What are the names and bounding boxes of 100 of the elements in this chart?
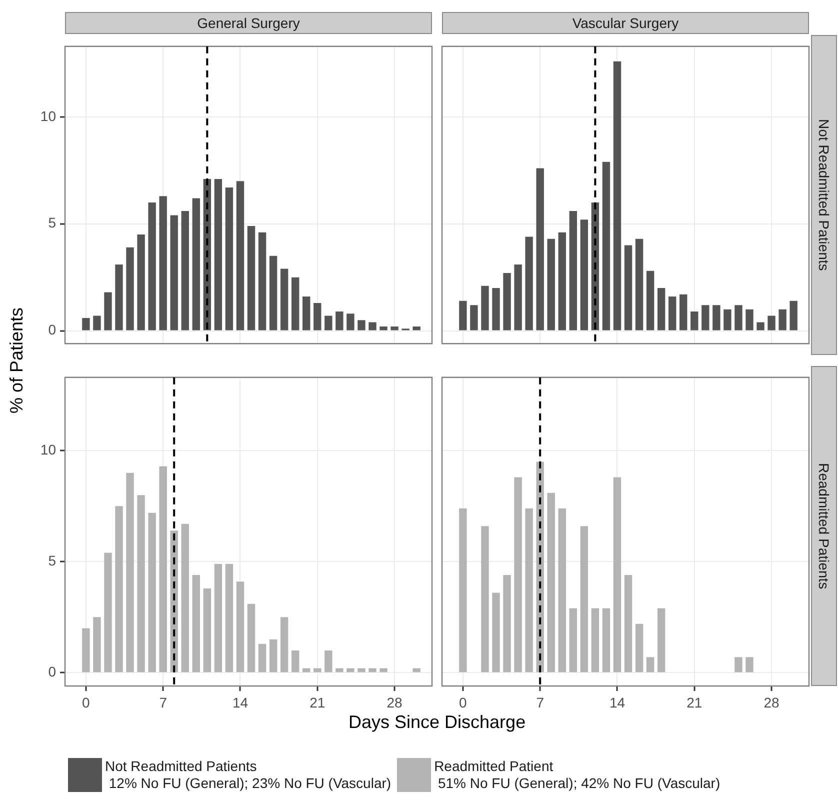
bar <box>525 236 533 330</box>
bar <box>137 234 145 330</box>
bar <box>170 215 178 330</box>
bar <box>580 526 588 672</box>
y-tick-label: 10 <box>40 108 56 124</box>
x-tick-label: 21 <box>686 694 702 710</box>
text: Readmitted Patients <box>811 366 837 686</box>
y-tick-label: 10 <box>40 442 56 458</box>
bar <box>635 624 644 672</box>
bar <box>657 608 666 672</box>
y-tick-label: 5 <box>48 552 56 569</box>
bar <box>380 668 388 672</box>
x-tick-label: 28 <box>764 694 780 710</box>
bar <box>481 286 489 330</box>
bar <box>247 226 256 330</box>
bar <box>481 526 489 672</box>
bar <box>569 608 578 672</box>
bar <box>702 305 710 330</box>
bar <box>768 316 776 330</box>
bar <box>192 198 200 330</box>
bar <box>269 256 278 330</box>
bar <box>558 232 566 330</box>
bar <box>148 202 156 330</box>
bar <box>492 592 500 672</box>
bar <box>82 628 90 672</box>
x-tick-label: 14 <box>232 694 248 710</box>
text: Readmitted Patient 51% No FU (General); 42% No FU (Vascular) <box>434 758 720 792</box>
bar <box>291 650 300 672</box>
y-axis-title: % of Patients <box>6 306 28 414</box>
bar <box>148 512 156 672</box>
y-tick-label: 5 <box>48 214 56 231</box>
bar <box>225 188 234 330</box>
bar <box>93 316 101 330</box>
bar <box>203 588 212 672</box>
x-tick-label: 7 <box>159 694 168 710</box>
bar <box>258 232 266 330</box>
bar <box>137 495 145 672</box>
bar <box>724 309 732 330</box>
bar <box>569 211 578 330</box>
chart-title: General Surgery <box>65 12 432 34</box>
bar <box>126 472 134 672</box>
bar <box>624 245 632 330</box>
bar <box>657 288 666 330</box>
bar <box>225 564 234 672</box>
bar <box>412 668 420 672</box>
bar <box>314 302 322 330</box>
bar <box>93 617 101 672</box>
y-tick-label: 0 <box>48 664 56 680</box>
bar <box>756 322 764 330</box>
bar <box>346 314 354 330</box>
bar <box>459 300 467 330</box>
y-tick-label: 0 <box>48 322 56 338</box>
bar <box>712 305 720 330</box>
bar <box>214 178 222 330</box>
x-tick-label: 7 <box>536 694 544 710</box>
bar <box>591 608 600 672</box>
bar <box>734 305 742 330</box>
bar <box>181 211 189 330</box>
bar <box>503 574 511 672</box>
x-tick-label: 28 <box>386 694 403 710</box>
text: Not Readmitted Patients <box>811 35 837 355</box>
bar <box>258 644 266 672</box>
bar <box>82 318 90 330</box>
bar <box>346 668 354 672</box>
bar <box>358 668 366 672</box>
bar <box>547 238 555 330</box>
bar <box>159 466 167 672</box>
bar <box>336 668 344 672</box>
bar <box>126 247 134 330</box>
bar <box>368 322 376 330</box>
bar <box>181 524 189 672</box>
bar <box>668 296 676 330</box>
bar <box>680 294 688 330</box>
x-tick-label: 0 <box>459 694 468 710</box>
bar <box>690 312 698 330</box>
bar <box>412 326 420 330</box>
bar <box>314 668 322 672</box>
x-axis-title: Days Since Discharge <box>348 712 526 733</box>
bar <box>514 477 522 672</box>
x-tick-label: 0 <box>82 694 90 710</box>
bar <box>492 288 500 330</box>
bar <box>536 168 544 330</box>
bar <box>778 309 786 330</box>
chart-title: Vascular Surgery <box>442 12 809 34</box>
text: Not Readmitted Patients 12% No FU (General); 23% No FU (Vascular) <box>105 758 392 792</box>
bar <box>734 657 742 672</box>
bar <box>746 309 754 330</box>
bar <box>324 316 332 330</box>
bar <box>104 292 112 330</box>
bar <box>459 508 467 672</box>
bar <box>646 657 654 672</box>
bar <box>624 574 632 672</box>
bar <box>503 273 511 330</box>
bar <box>368 668 376 672</box>
bar <box>115 506 123 672</box>
bar <box>159 196 167 330</box>
bar <box>613 477 622 672</box>
bar <box>602 162 610 330</box>
bar <box>269 639 278 672</box>
bar <box>646 270 654 330</box>
